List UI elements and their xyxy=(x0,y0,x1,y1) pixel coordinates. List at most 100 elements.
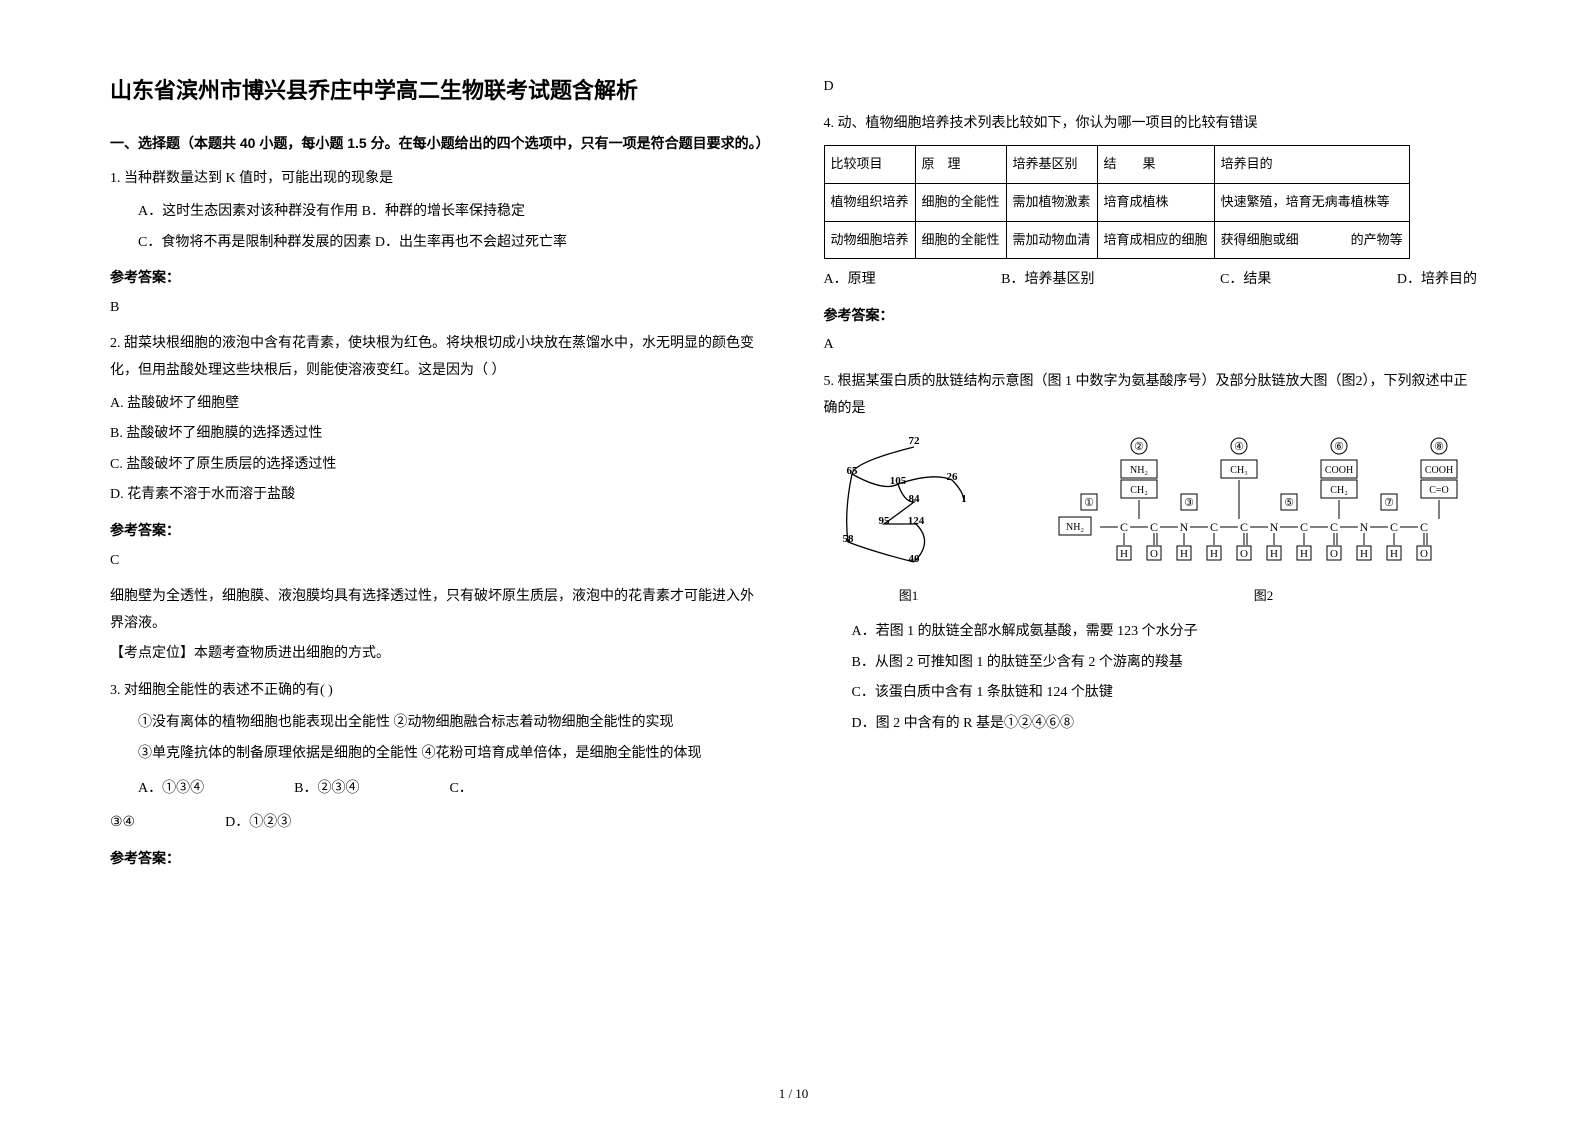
svg-text:72: 72 xyxy=(908,435,920,447)
td: 获得细胞或细 的产物等 xyxy=(1214,221,1409,259)
q2-option-d: D. 花青素不溶于水而溶于盐酸 xyxy=(110,482,764,509)
svg-text:COOH: COOH xyxy=(1324,465,1352,476)
q5-stem: 5. 根据某蛋白质的肽链结构示意图（图 1 中数字为氨基酸序号）及部分肽链放大图… xyxy=(824,369,1478,422)
q4-stem: 4. 动、植物细胞培养技术列表比较如下，你认为哪一项目的比较有错误 xyxy=(824,111,1478,138)
svg-text:C: C xyxy=(1209,520,1217,534)
td: 细胞的全能性 xyxy=(915,183,1006,221)
fig1-svg: 726510526841951245840 xyxy=(824,432,994,582)
q3-option-d: D．①②③ xyxy=(225,810,291,837)
q2-option-a: A. 盐酸破坏了细胞壁 xyxy=(110,391,764,418)
svg-text:C: C xyxy=(1299,520,1307,534)
table-row: 植物组织培养 细胞的全能性 需加植物激素 培育成植株 快速繁殖，培育无病毒植株等 xyxy=(824,183,1409,221)
svg-text:105: 105 xyxy=(889,475,906,487)
svg-text:40: 40 xyxy=(908,553,920,565)
svg-text:⑦: ⑦ xyxy=(1384,497,1394,509)
q4-answer: A xyxy=(824,332,1478,359)
q5-figures: 726510526841951245840 图1 ②④⑥⑧NH₂CH₂CH₃CO… xyxy=(824,432,1478,609)
q2-explain-2: 【考点定位】本题考查物质进出细胞的方式。 xyxy=(110,641,764,668)
q4-option-d: D．培养目的 xyxy=(1397,267,1477,294)
svg-text:84: 84 xyxy=(908,493,920,505)
q3-options-row1: A．①③④ B．②③④ C． xyxy=(110,776,764,803)
q3-answer: D xyxy=(824,74,1478,101)
svg-text:C: C xyxy=(1329,520,1337,534)
q3-option-b: B．②③④ xyxy=(294,776,359,803)
th-3: 结 果 xyxy=(1097,146,1214,184)
page-footer: 1 / 10 xyxy=(0,1086,1587,1102)
svg-text:H: H xyxy=(1180,548,1188,560)
q2-answer-label: 参考答案： xyxy=(110,517,764,544)
q3-option-c: C． xyxy=(449,776,472,803)
q1-options-line2: C．食物将不再是限制种群发展的因素 D．出生率再也不会超过死亡率 xyxy=(110,230,764,257)
q3-stem: 3. 对细胞全能性的表述不正确的有( ) xyxy=(110,678,764,705)
q2-answer: C xyxy=(110,548,764,575)
svg-text:⑤: ⑤ xyxy=(1284,497,1294,509)
svg-text:COOH: COOH xyxy=(1424,465,1452,476)
svg-text:H: H xyxy=(1360,548,1368,560)
section-1-heading: 一、选择题（本题共 40 小题，每小题 1.5 分。在每小题给出的四个选项中，只… xyxy=(110,130,764,157)
th-2: 培养基区别 xyxy=(1006,146,1097,184)
fig2-container: ②④⑥⑧NH₂CH₂CH₃COOHCH₂COOHC=O①③⑤⑦⑨NH₂CHCON… xyxy=(1054,432,1474,609)
svg-text:O: O xyxy=(1420,548,1428,560)
q4-answer-label: 参考答案： xyxy=(824,302,1478,329)
svg-text:CH₂: CH₂ xyxy=(1130,485,1147,496)
svg-text:N: N xyxy=(1359,520,1368,534)
td: 需加植物激素 xyxy=(1006,183,1097,221)
svg-text:④: ④ xyxy=(1234,441,1244,453)
td: 动物细胞培养 xyxy=(824,221,915,259)
q2-option-c: C. 盐酸破坏了原生质层的选择透过性 xyxy=(110,452,764,479)
table-row: 动物细胞培养 细胞的全能性 需加动物血清 培育成相应的细胞 获得细胞或细 的产物… xyxy=(824,221,1409,259)
svg-text:26: 26 xyxy=(946,471,958,483)
svg-text:H: H xyxy=(1210,548,1218,560)
q1-options-line1: A．这时生态因素对该种群没有作用 B．种群的增长率保持稳定 xyxy=(110,199,764,226)
q3-option-a: A．①③④ xyxy=(110,776,204,803)
td: 培育成相应的细胞 xyxy=(1097,221,1214,259)
fig2-svg: ②④⑥⑧NH₂CH₂CH₃COOHCH₂COOHC=O①③⑤⑦⑨NH₂CHCON… xyxy=(1054,432,1474,582)
svg-text:N: N xyxy=(1269,520,1278,534)
svg-text:C: C xyxy=(1389,520,1397,534)
svg-text:O: O xyxy=(1240,548,1248,560)
td: 快速繁殖，培育无病毒植株等 xyxy=(1214,183,1409,221)
svg-text:⑧: ⑧ xyxy=(1434,441,1444,453)
svg-text:NH₂: NH₂ xyxy=(1066,522,1084,533)
svg-text:O: O xyxy=(1150,548,1158,560)
q1-answer-label: 参考答案： xyxy=(110,264,764,291)
svg-text:C=O: C=O xyxy=(1429,485,1449,496)
q3-line-1: ①没有离体的植物细胞也能表现出全能性 ②动物细胞融合标志着动物细胞全能性的实现 xyxy=(110,710,764,737)
q3-options-row2: ③④ D．①②③ xyxy=(110,810,764,837)
svg-text:95: 95 xyxy=(878,515,890,527)
table-header-row: 比较项目 原 理 培养基区别 结 果 培养目的 xyxy=(824,146,1409,184)
q2-explain-1: 细胞壁为全透性，细胞膜、液泡膜均具有选择透过性，只有破坏原生质层，液泡中的花青素… xyxy=(110,584,764,637)
q2-option-b: B. 盐酸破坏了细胞膜的选择透过性 xyxy=(110,421,764,448)
q5-option-b: B．从图 2 可推知图 1 的肽链至少含有 2 个游离的羧基 xyxy=(824,650,1478,677)
svg-text:H: H xyxy=(1390,548,1398,560)
svg-text:H: H xyxy=(1300,548,1308,560)
page: 山东省滨州市博兴县乔庄中学高二生物联考试题含解析 一、选择题（本题共 40 小题… xyxy=(0,0,1587,1122)
q3-line-2: ③单克隆抗体的制备原理依据是细胞的全能性 ④花粉可培育成单倍体，是细胞全能性的体… xyxy=(110,741,764,768)
svg-text:CH₃: CH₃ xyxy=(1230,465,1247,476)
fig1-label: 图1 xyxy=(824,584,994,609)
q4-option-c: C．结果 xyxy=(1220,267,1271,294)
td: 植物组织培养 xyxy=(824,183,915,221)
svg-text:H: H xyxy=(1120,548,1128,560)
svg-text:N: N xyxy=(1179,520,1188,534)
q5-option-d: D．图 2 中含有的 R 基是①②④⑥⑧ xyxy=(824,711,1478,738)
q3-option-c-cont: ③④ xyxy=(110,810,135,837)
exam-title: 山东省滨州市博兴县乔庄中学高二生物联考试题含解析 xyxy=(110,70,764,112)
q2-stem: 2. 甜菜块根细胞的液泡中含有花青素，使块根为红色。将块根切成小块放在蒸馏水中，… xyxy=(110,331,764,384)
fig2-label: 图2 xyxy=(1054,584,1474,609)
fig1-container: 726510526841951245840 图1 xyxy=(824,432,994,609)
svg-text:①: ① xyxy=(1084,497,1094,509)
th-0: 比较项目 xyxy=(824,146,915,184)
td: 培育成植株 xyxy=(1097,183,1214,221)
td: 细胞的全能性 xyxy=(915,221,1006,259)
svg-text:1: 1 xyxy=(961,493,967,505)
svg-text:C: C xyxy=(1119,520,1127,534)
svg-text:65: 65 xyxy=(846,465,858,477)
svg-text:③: ③ xyxy=(1184,497,1194,509)
svg-text:124: 124 xyxy=(907,515,924,527)
svg-text:②: ② xyxy=(1134,441,1144,453)
svg-text:C: C xyxy=(1419,520,1427,534)
th-4: 培养目的 xyxy=(1214,146,1409,184)
q5-option-c: C．该蛋白质中含有 1 条肽链和 124 个肽键 xyxy=(824,680,1478,707)
svg-text:O: O xyxy=(1330,548,1338,560)
